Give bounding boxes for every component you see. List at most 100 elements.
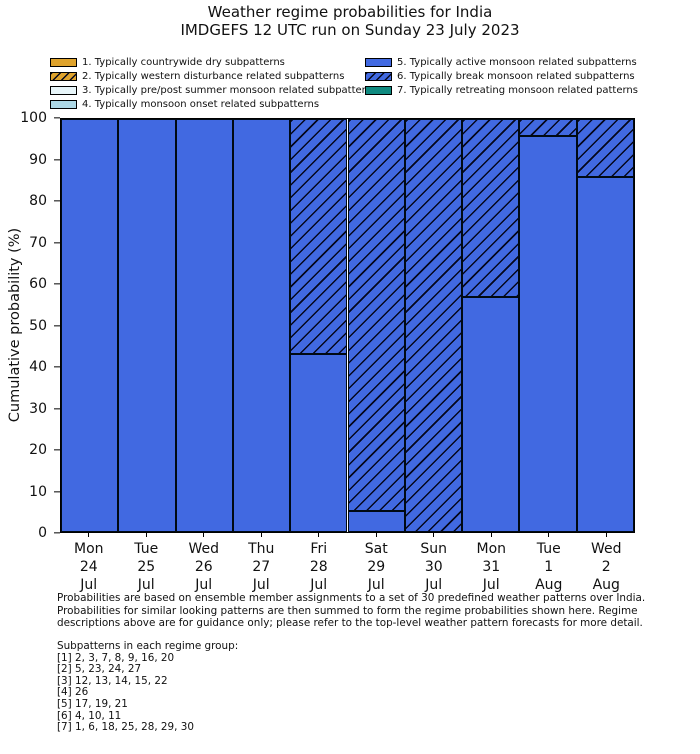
- legend-swatch-4-icon: [50, 99, 77, 109]
- y-tick-mark: [54, 407, 60, 410]
- x-axis: Mon 24 Jul Tue 25 Jul Wed 26 Jul Thu 27 Jul Fri 28 Jul…: [60, 533, 635, 605]
- x-tick-line: Thu: [248, 541, 275, 557]
- bar-segment-regime6: [462, 119, 520, 297]
- x-tick-line: Sun: [420, 541, 448, 557]
- subpatterns-line: [5] 17, 19, 21: [57, 697, 128, 710]
- x-tick-mark: [203, 533, 205, 537]
- legend-label: 2. Typically western disturbance related…: [82, 70, 345, 82]
- y-tick-mark: [54, 283, 60, 285]
- legend-item-4: 4. Typically monsoon onset related subpa…: [50, 97, 377, 111]
- y-tick-label: 10: [29, 483, 47, 500]
- x-tick-line: 29: [367, 559, 386, 575]
- bar-segment-regime6: [347, 119, 405, 512]
- y-tick-label: 100: [20, 110, 47, 126]
- x-tick-line: Aug: [592, 577, 620, 593]
- x-tick-line: Jul: [80, 577, 98, 593]
- bar-segment-regime5: [519, 135, 577, 532]
- x-tick-mark: [318, 533, 320, 537]
- bar-segment-regime5: [232, 119, 291, 532]
- legend-label: 6. Typically break monsoon related subpa…: [397, 70, 635, 82]
- x-tick-line: Tue: [134, 541, 159, 557]
- y-tick-label: 80: [29, 193, 47, 209]
- y-axis: 0 10 20 30 40 50 60 70 80 90 100: [0, 110, 60, 541]
- x-tick-line: Wed: [188, 541, 220, 557]
- x-tick-mark: [260, 533, 262, 537]
- bar-segment-regime5: [175, 119, 233, 532]
- x-tick-label: Tue 25 Jul: [118, 540, 176, 594]
- chart-subtitle: IMDGEFS 12 UTC run on Sunday 23 July 202…: [180, 20, 520, 39]
- y-tick-label: 30: [29, 400, 47, 417]
- x-tick-label: Fri 28 Jul: [290, 540, 348, 594]
- x-tick-line: Wed: [590, 541, 622, 557]
- x-tick-mark: [145, 533, 147, 537]
- chart-title-block: Weather regime probabilities for India I…: [0, 3, 700, 39]
- x-tick-line: 24: [79, 559, 98, 575]
- bar-Tue-1-Aug: [519, 119, 577, 532]
- legend-item-5: 5. Typically active monsoon related subp…: [365, 55, 638, 69]
- subpatterns-line: [4] 26: [57, 686, 89, 699]
- legend-label: 4. Typically monsoon onset related subpa…: [82, 98, 320, 110]
- footnote-line: descriptions above are for guidance only…: [57, 617, 643, 630]
- bar-Wed-2-Aug: [576, 119, 634, 532]
- legend-swatch-3-icon: [50, 85, 77, 95]
- bar-segment-regime6: [290, 119, 348, 355]
- x-tick-line: Jul: [252, 577, 270, 593]
- x-tick-line: Jul: [195, 577, 213, 593]
- x-tick-line: 26: [194, 559, 213, 575]
- legend-label: 3. Typically pre/post summer monsoon rel…: [82, 84, 378, 96]
- legend-column-left: 1. Typically countrywide dry subpatterns…: [50, 55, 377, 111]
- x-tick-label: Mon 31 Jul: [463, 540, 521, 594]
- x-tick-mark: [433, 533, 435, 537]
- x-tick-label: Sat 29 Jul: [348, 540, 406, 594]
- y-tick-label: 50: [29, 317, 47, 334]
- x-tick-line: 30: [424, 559, 443, 575]
- x-tick-line: Aug: [535, 577, 563, 593]
- x-tick-label: Tue 1 Aug: [520, 540, 578, 594]
- x-tick-line: 25: [137, 559, 156, 575]
- y-tick-label: 40: [29, 359, 47, 375]
- bar-Mon-24-Jul: [61, 119, 119, 532]
- bar-segment-regime5: [61, 119, 119, 532]
- x-tick-line: Jul: [367, 577, 385, 593]
- y-tick-mark: [54, 241, 60, 244]
- subpatterns-line: [3] 12, 13, 14, 15, 22: [57, 674, 168, 687]
- legend-swatch-1-icon: [50, 57, 77, 67]
- legend-label: 5. Typically active monsoon related subp…: [397, 56, 637, 68]
- bar-Sat-29-Jul: [347, 119, 405, 532]
- legend-item-1: 1. Typically countrywide dry subpatterns: [50, 55, 377, 69]
- y-tick-label: 90: [29, 151, 47, 168]
- x-tick-label: Thu 27 Jul: [233, 540, 291, 594]
- x-tick-label: Sun 30 Jul: [405, 540, 463, 594]
- y-tick-mark: [54, 449, 60, 451]
- x-tick-line: 2: [601, 559, 611, 575]
- legend-label: 1. Typically countrywide dry subpatterns: [82, 56, 285, 68]
- x-tick-label: Wed 26 Jul: [175, 540, 233, 594]
- bar-segment-regime5: [462, 296, 520, 532]
- x-tick-mark: [605, 533, 607, 537]
- footnote-line: Probabilities for similar looking patter…: [57, 604, 638, 617]
- y-tick-mark: [54, 200, 60, 202]
- bar-segment-regime6: [576, 119, 634, 177]
- bar-segment-regime5: [347, 511, 405, 532]
- subpatterns-line: [1] 2, 3, 7, 8, 9, 16, 20: [57, 651, 175, 664]
- y-tick-mark: [54, 490, 60, 493]
- bar-Wed-26-Jul: [175, 119, 233, 532]
- x-tick-line: Jul: [137, 577, 155, 593]
- bar-Fri-28-Jul: [290, 119, 348, 532]
- legend-swatch-5-icon: [365, 57, 392, 67]
- x-tick-mark: [490, 533, 492, 537]
- plot-area: [60, 118, 635, 533]
- bar-Sun-30-Jul: [404, 119, 463, 532]
- bar-Mon-31-Jul: [462, 119, 520, 532]
- legend-item-6: 6. Typically break monsoon related subpa…: [365, 69, 638, 83]
- subpatterns-line: [2] 5, 23, 24, 27: [57, 663, 142, 676]
- chart-title: Weather regime probabilities for India: [207, 3, 493, 21]
- x-tick-mark: [88, 533, 90, 537]
- x-tick-line: Jul: [482, 577, 500, 593]
- x-tick-line: Sat: [364, 541, 388, 557]
- subpatterns-line: [6] 4, 10, 11: [57, 709, 122, 722]
- y-tick-mark: [54, 532, 60, 534]
- x-tick-label: Mon 24 Jul: [60, 540, 118, 594]
- subpatterns-heading: Subpatterns in each regime group:: [57, 640, 239, 652]
